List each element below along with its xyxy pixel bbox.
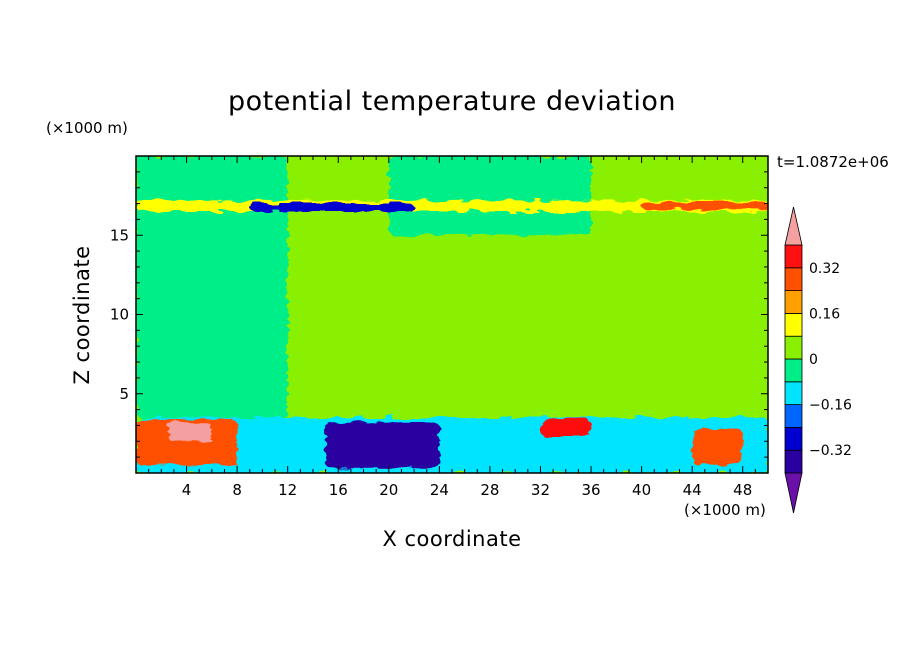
colorbar-band: [784, 381, 803, 405]
contour-field: [136, 156, 768, 473]
contour-region: [692, 428, 743, 466]
contour-region: [249, 203, 415, 212]
time-annotation: t=1.0872e+06: [777, 153, 889, 171]
colorbar-band: [784, 358, 803, 383]
x-tick-label: 8: [232, 481, 242, 499]
x-tick-label: 32: [531, 481, 550, 499]
y-axis-unit: (×1000 m): [46, 119, 128, 137]
colorbar-band: [784, 426, 803, 451]
colorbar-min-arrow: [784, 472, 803, 514]
colorbar-band: [784, 267, 803, 291]
colorbar-tick-label: 0: [809, 352, 818, 368]
contour-region: [540, 419, 592, 437]
x-tick-label: 40: [632, 481, 651, 499]
x-tick-label: 20: [379, 481, 398, 499]
x-tick-label: 16: [329, 481, 348, 499]
y-tick-label: 15: [110, 226, 129, 244]
colorbar: 0.32 0.16 0 −0.16 −0.32: [784, 206, 852, 514]
colorbar-band: [784, 290, 803, 314]
colorbar-band: [784, 312, 803, 337]
colorbar-band: [784, 404, 803, 428]
colorbar-band: [784, 244, 803, 269]
x-tick-label: 28: [480, 481, 499, 499]
y-tick-label: 10: [110, 306, 129, 324]
y-axis: 5 10 15: [110, 171, 768, 458]
colorbar-tick-label: 0.32: [809, 261, 840, 277]
x-axis-label: X coordinate: [382, 527, 522, 551]
colorbar-band: [784, 449, 803, 474]
contour-region: [325, 422, 440, 469]
contour-region: [136, 417, 768, 473]
x-axis: 4 8 12 16 20 24 28 32 36 40 44 48: [148, 156, 756, 499]
contour-region: [641, 201, 768, 210]
colorbar-tick-label: 0.16: [809, 306, 840, 322]
colorbar-tick-label: −0.32: [809, 443, 852, 459]
colorbar-max-arrow: [784, 206, 803, 246]
x-tick-label: 36: [581, 481, 600, 499]
x-axis-unit: (×1000 m): [684, 501, 766, 519]
x-tick-label: 44: [683, 481, 702, 499]
colorbar-tick-label: −0.16: [809, 398, 852, 414]
contour-region: [167, 422, 212, 442]
x-tick-label: 4: [182, 481, 192, 499]
contour-region: [136, 156, 288, 418]
x-tick-label: 12: [278, 481, 297, 499]
x-tick-label: 24: [430, 481, 449, 499]
colorbar-band: [784, 335, 803, 360]
x-tick-label: 48: [733, 481, 752, 499]
y-tick-label: 5: [119, 385, 129, 403]
chart-title: potential temperature deviation: [228, 86, 676, 117]
contour-region: [388, 156, 592, 236]
